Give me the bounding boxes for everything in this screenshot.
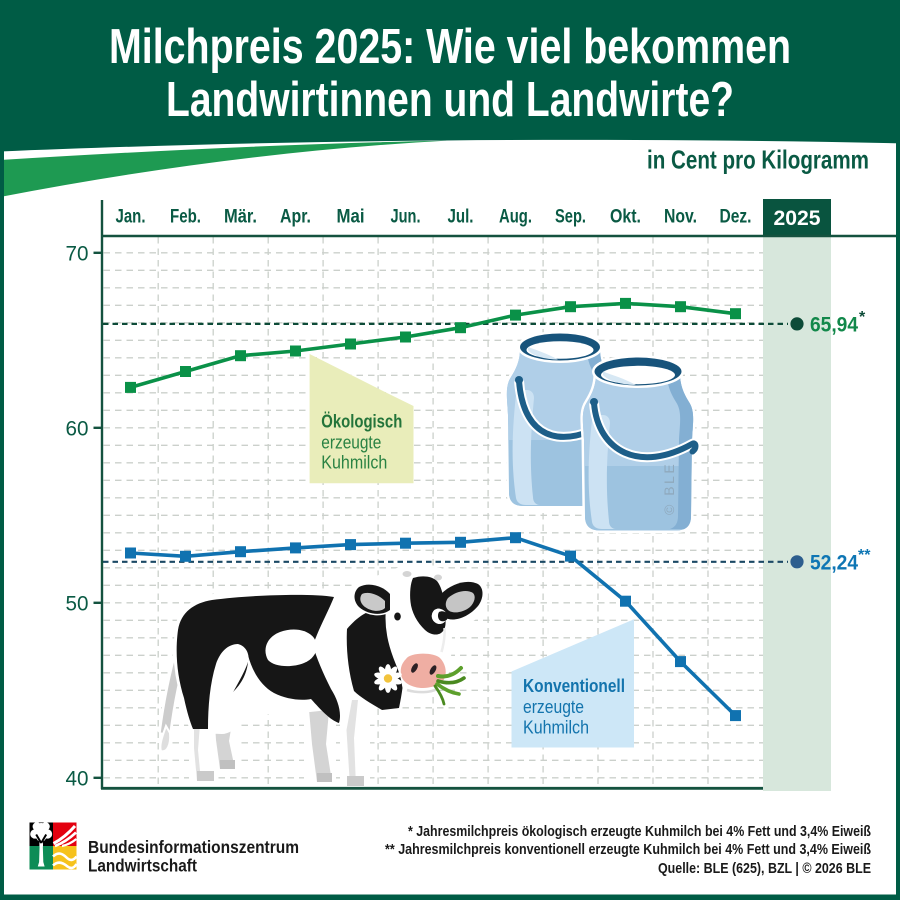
svg-text:*: *	[859, 309, 866, 326]
svg-text:Konventionell: Konventionell	[523, 675, 625, 696]
svg-text:erzeugte: erzeugte	[523, 696, 584, 717]
svg-text:Feb.: Feb.	[170, 206, 201, 228]
svg-text:Jun.: Jun.	[391, 206, 421, 228]
svg-text:Dez.: Dez.	[720, 206, 752, 228]
svg-text:Kuhmilch: Kuhmilch	[321, 452, 387, 473]
svg-text:* Jahresmilchpreis ökologisch: * Jahresmilchpreis ökologisch erzeugte K…	[408, 823, 871, 840]
svg-text:Apr.: Apr.	[280, 206, 311, 228]
svg-text:50: 50	[66, 591, 89, 615]
svg-text:Mai: Mai	[337, 206, 365, 228]
svg-text:Bundesinformationszentrum: Bundesinformationszentrum	[88, 837, 299, 857]
svg-text:Landwirtinnen und Landwirte?: Landwirtinnen und Landwirte?	[166, 73, 734, 127]
svg-text:**: **	[858, 547, 871, 564]
svg-text:Quelle: BLE (625), BZL | © 202: Quelle: BLE (625), BZL | © 2026 BLE	[658, 860, 871, 877]
svg-text:60: 60	[66, 416, 89, 440]
svg-text:Landwirtschaft: Landwirtschaft	[88, 856, 197, 876]
svg-text:52,24: 52,24	[810, 550, 858, 574]
svg-text:Jul.: Jul.	[448, 206, 474, 228]
svg-text:Mär.: Mär.	[224, 206, 257, 228]
svg-text:** Jahresmilchpreis konvention: ** Jahresmilchpreis konventionell erzeug…	[385, 841, 871, 858]
svg-text:2025: 2025	[774, 206, 821, 230]
svg-text:Milchpreis 2025: Wie viel beko: Milchpreis 2025: Wie viel bekommen	[109, 20, 791, 74]
svg-text:Ökologisch: Ökologisch	[321, 411, 402, 432]
svg-text:Okt.: Okt.	[610, 206, 641, 228]
svg-text:65,94: 65,94	[810, 312, 858, 336]
svg-text:erzeugte: erzeugte	[321, 432, 381, 453]
svg-text:70: 70	[66, 241, 89, 265]
svg-text:in Cent pro Kilogramm: in Cent pro Kilogramm	[647, 145, 869, 175]
svg-text:Jan.: Jan.	[116, 206, 146, 228]
svg-text:Aug.: Aug.	[499, 206, 532, 228]
svg-text:40: 40	[66, 766, 89, 790]
svg-text:© BLE: © BLE	[661, 462, 677, 515]
svg-text:Sep.: Sep.	[555, 206, 586, 228]
svg-text:Kuhmilch: Kuhmilch	[523, 717, 589, 738]
svg-text:Nov.: Nov.	[664, 206, 697, 228]
